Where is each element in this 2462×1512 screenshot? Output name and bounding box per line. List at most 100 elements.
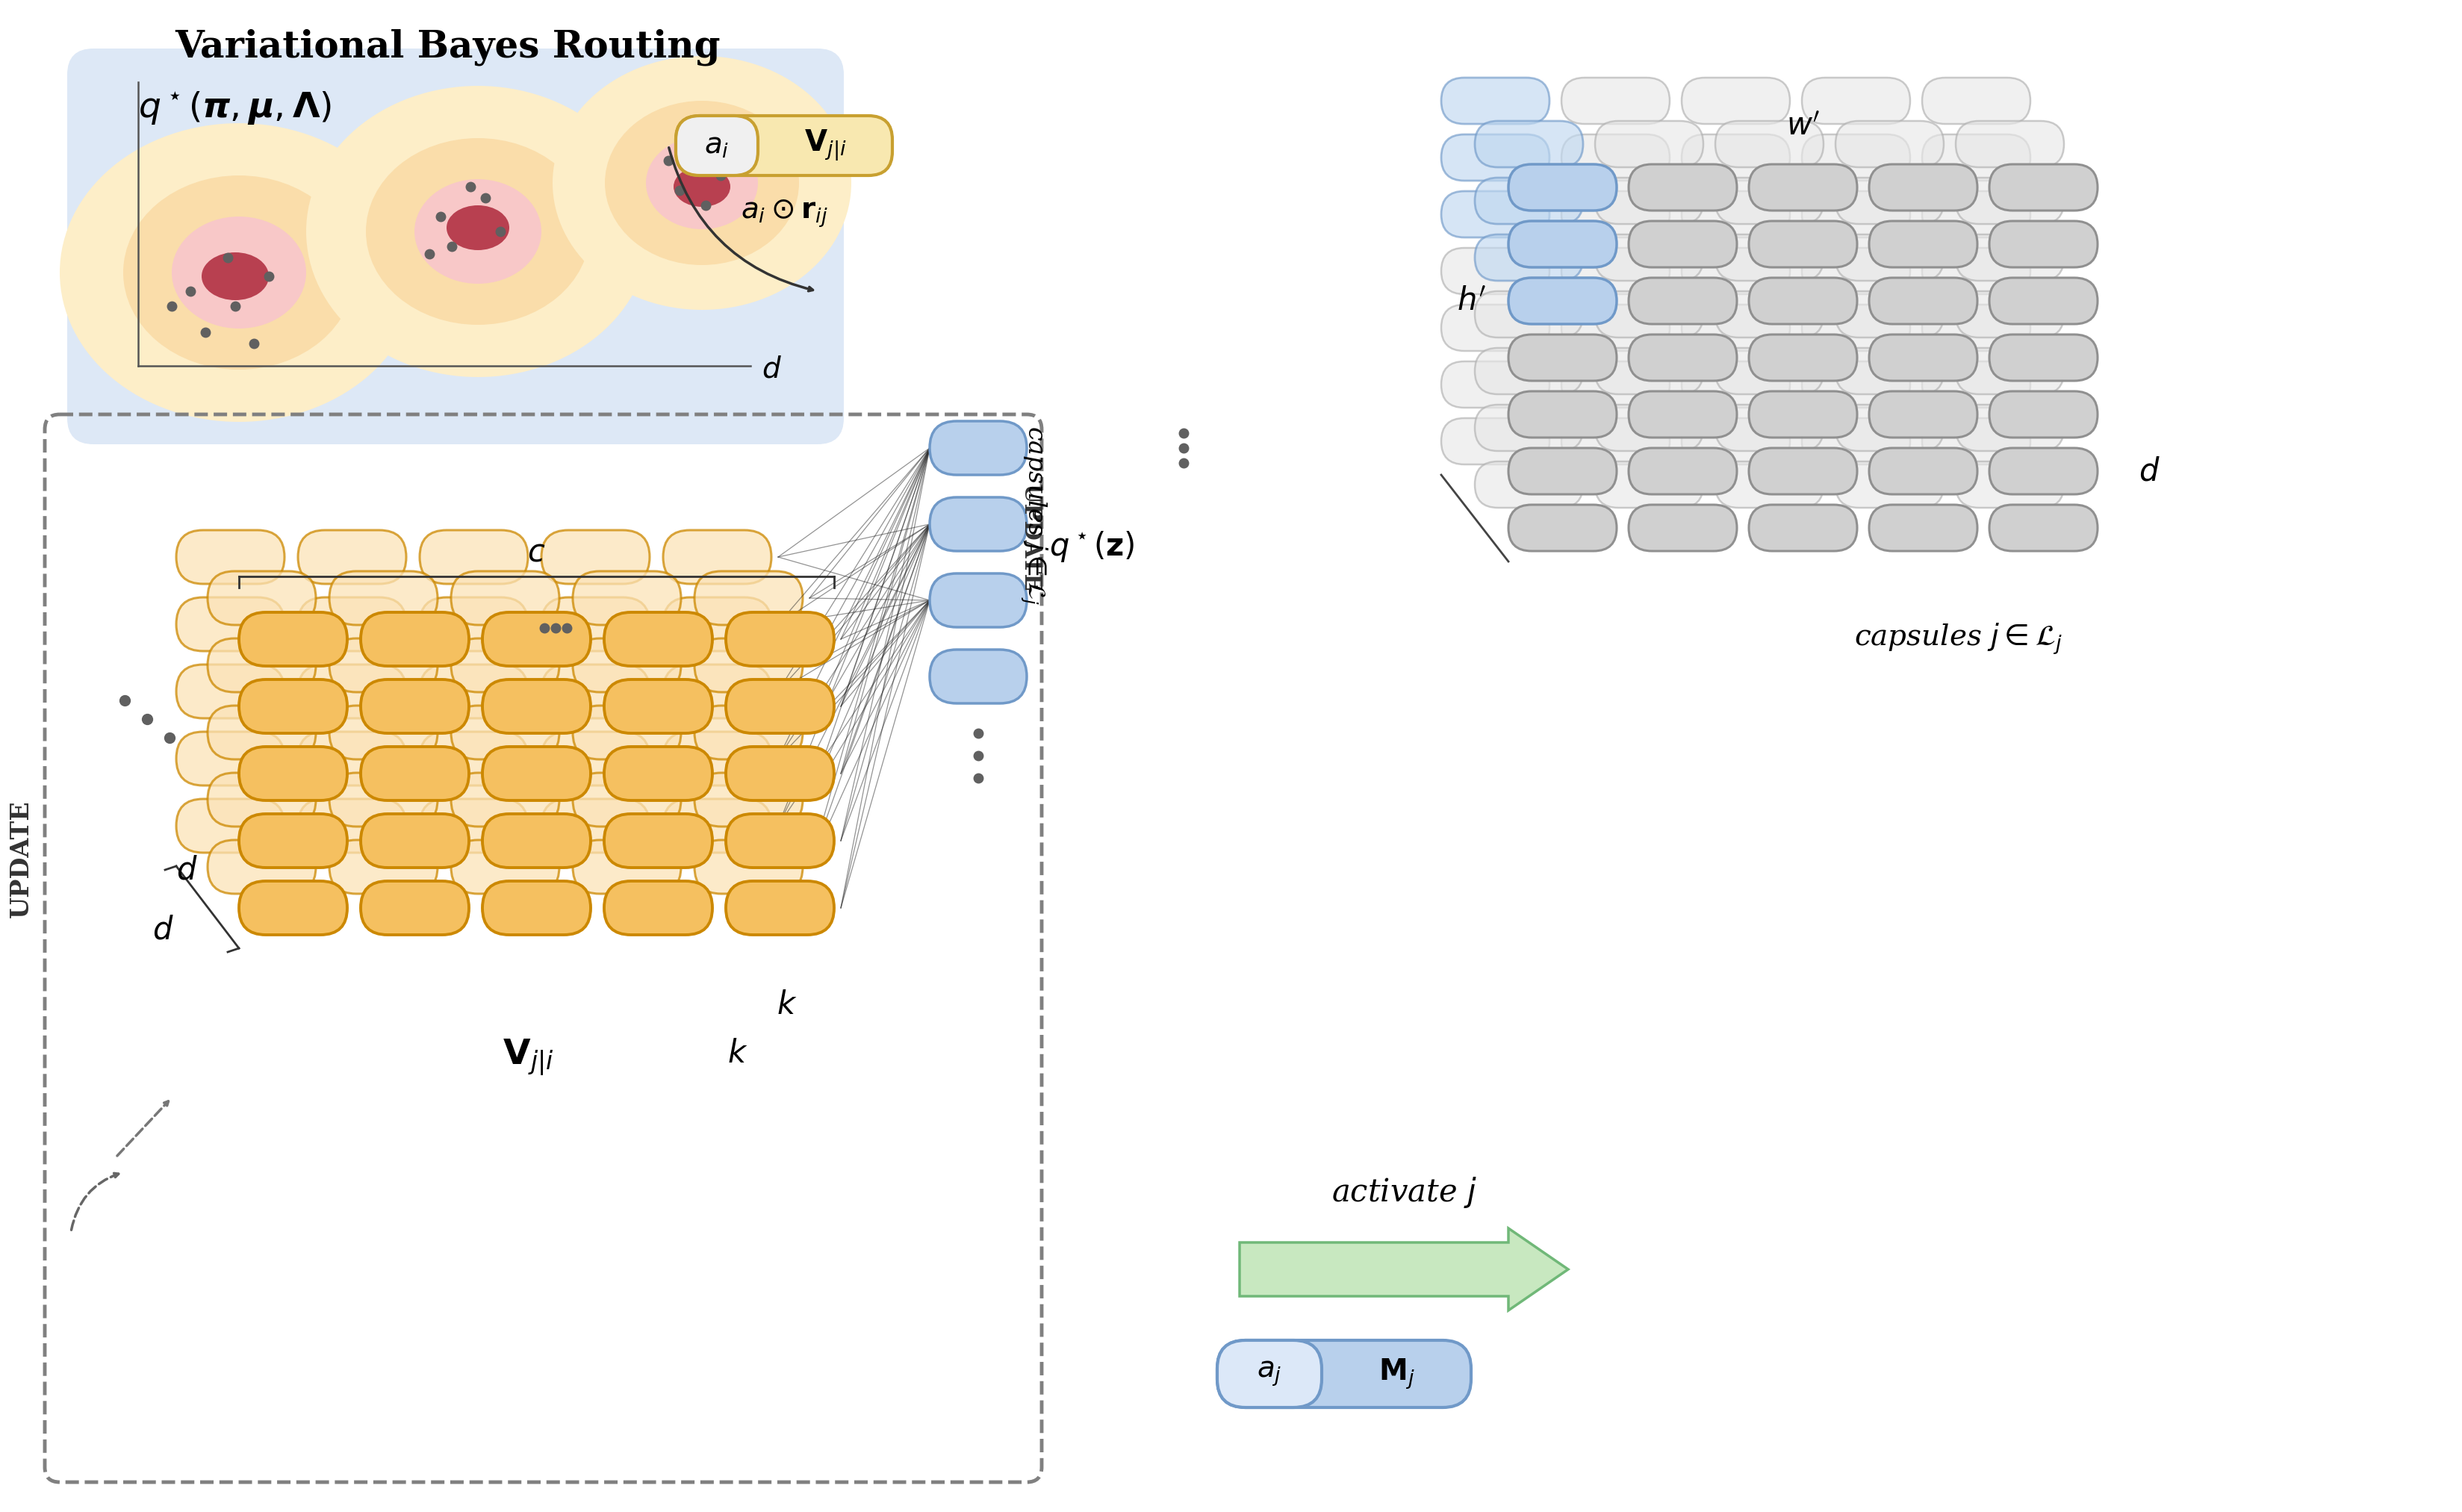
FancyBboxPatch shape — [1869, 448, 1977, 494]
FancyBboxPatch shape — [574, 638, 682, 692]
FancyBboxPatch shape — [662, 732, 771, 786]
FancyBboxPatch shape — [359, 747, 468, 800]
FancyBboxPatch shape — [1802, 361, 1911, 408]
FancyBboxPatch shape — [1561, 419, 1669, 464]
Ellipse shape — [551, 56, 852, 310]
FancyBboxPatch shape — [1869, 278, 1977, 324]
FancyBboxPatch shape — [207, 638, 315, 692]
Ellipse shape — [202, 253, 268, 301]
FancyBboxPatch shape — [1989, 448, 2098, 494]
FancyBboxPatch shape — [1440, 191, 1549, 237]
FancyBboxPatch shape — [1955, 234, 2063, 281]
Text: $c$: $c$ — [527, 537, 547, 567]
FancyBboxPatch shape — [207, 572, 315, 624]
FancyBboxPatch shape — [1561, 304, 1669, 351]
FancyBboxPatch shape — [483, 679, 591, 733]
FancyBboxPatch shape — [1748, 448, 1856, 494]
FancyBboxPatch shape — [1869, 165, 1977, 210]
FancyBboxPatch shape — [603, 679, 712, 733]
FancyBboxPatch shape — [1748, 221, 1856, 268]
FancyBboxPatch shape — [1955, 405, 2063, 451]
FancyBboxPatch shape — [1475, 178, 1583, 224]
FancyBboxPatch shape — [419, 798, 527, 853]
FancyBboxPatch shape — [1509, 278, 1618, 324]
Text: $d$: $d$ — [153, 913, 172, 945]
FancyBboxPatch shape — [675, 116, 891, 175]
FancyBboxPatch shape — [1595, 121, 1704, 168]
FancyBboxPatch shape — [298, 665, 406, 718]
Ellipse shape — [446, 206, 510, 249]
FancyBboxPatch shape — [359, 679, 468, 733]
Text: UPDATE: UPDATE — [1019, 484, 1041, 591]
Ellipse shape — [606, 101, 800, 265]
FancyBboxPatch shape — [1440, 304, 1549, 351]
FancyBboxPatch shape — [1682, 191, 1790, 237]
FancyBboxPatch shape — [1989, 334, 2098, 381]
Text: $q^\star(\boldsymbol{\pi}, \boldsymbol{\mu}, \boldsymbol{\Lambda})$: $q^\star(\boldsymbol{\pi}, \boldsymbol{\… — [138, 89, 332, 125]
FancyBboxPatch shape — [1955, 292, 2063, 337]
FancyBboxPatch shape — [542, 732, 650, 786]
FancyBboxPatch shape — [1595, 234, 1704, 281]
FancyBboxPatch shape — [1802, 77, 1911, 124]
FancyBboxPatch shape — [726, 747, 835, 800]
FancyBboxPatch shape — [1869, 334, 1977, 381]
FancyBboxPatch shape — [239, 881, 347, 934]
FancyBboxPatch shape — [603, 612, 712, 665]
FancyBboxPatch shape — [1989, 505, 2098, 550]
FancyBboxPatch shape — [1475, 461, 1583, 508]
FancyBboxPatch shape — [1561, 191, 1669, 237]
Ellipse shape — [123, 175, 355, 369]
FancyBboxPatch shape — [1837, 234, 1945, 281]
Text: capsules $j \in \mathcal{L}_j$: capsules $j \in \mathcal{L}_j$ — [1854, 621, 2063, 656]
FancyBboxPatch shape — [1630, 278, 1736, 324]
FancyBboxPatch shape — [662, 597, 771, 652]
FancyBboxPatch shape — [931, 497, 1027, 550]
FancyBboxPatch shape — [1682, 419, 1790, 464]
FancyBboxPatch shape — [1630, 448, 1736, 494]
FancyBboxPatch shape — [1716, 178, 1824, 224]
FancyBboxPatch shape — [662, 665, 771, 718]
FancyBboxPatch shape — [1923, 191, 2031, 237]
FancyBboxPatch shape — [574, 841, 682, 894]
FancyBboxPatch shape — [451, 773, 559, 827]
FancyArrow shape — [1238, 1228, 1568, 1311]
FancyBboxPatch shape — [574, 773, 682, 827]
FancyBboxPatch shape — [1509, 165, 1618, 210]
FancyBboxPatch shape — [1440, 419, 1549, 464]
FancyBboxPatch shape — [1955, 178, 2063, 224]
FancyBboxPatch shape — [1475, 292, 1583, 337]
FancyBboxPatch shape — [1923, 361, 2031, 408]
FancyBboxPatch shape — [451, 706, 559, 759]
FancyBboxPatch shape — [1440, 361, 1549, 408]
Text: $q^\star(\mathbf{z})$: $q^\star(\mathbf{z})$ — [1049, 529, 1135, 564]
FancyBboxPatch shape — [239, 813, 347, 868]
Ellipse shape — [59, 122, 419, 422]
Text: $\mathbf{V}_{j|i}$: $\mathbf{V}_{j|i}$ — [502, 1037, 554, 1078]
FancyBboxPatch shape — [419, 531, 527, 584]
FancyBboxPatch shape — [1440, 77, 1549, 124]
FancyBboxPatch shape — [298, 798, 406, 853]
FancyBboxPatch shape — [419, 665, 527, 718]
FancyBboxPatch shape — [574, 572, 682, 624]
FancyBboxPatch shape — [451, 841, 559, 894]
FancyBboxPatch shape — [359, 612, 468, 665]
FancyBboxPatch shape — [726, 813, 835, 868]
FancyBboxPatch shape — [1630, 334, 1736, 381]
FancyBboxPatch shape — [483, 612, 591, 665]
FancyBboxPatch shape — [1837, 348, 1945, 395]
FancyBboxPatch shape — [1955, 348, 2063, 395]
FancyBboxPatch shape — [1837, 405, 1945, 451]
FancyBboxPatch shape — [330, 638, 438, 692]
FancyBboxPatch shape — [207, 841, 315, 894]
FancyBboxPatch shape — [1802, 248, 1911, 295]
FancyBboxPatch shape — [1802, 135, 1911, 181]
FancyBboxPatch shape — [239, 747, 347, 800]
FancyBboxPatch shape — [1509, 334, 1618, 381]
FancyBboxPatch shape — [1630, 392, 1736, 437]
FancyBboxPatch shape — [1509, 392, 1618, 437]
FancyBboxPatch shape — [239, 679, 347, 733]
Ellipse shape — [367, 138, 591, 325]
FancyBboxPatch shape — [207, 706, 315, 759]
FancyBboxPatch shape — [1595, 405, 1704, 451]
Text: $h'$: $h'$ — [1458, 286, 1487, 316]
